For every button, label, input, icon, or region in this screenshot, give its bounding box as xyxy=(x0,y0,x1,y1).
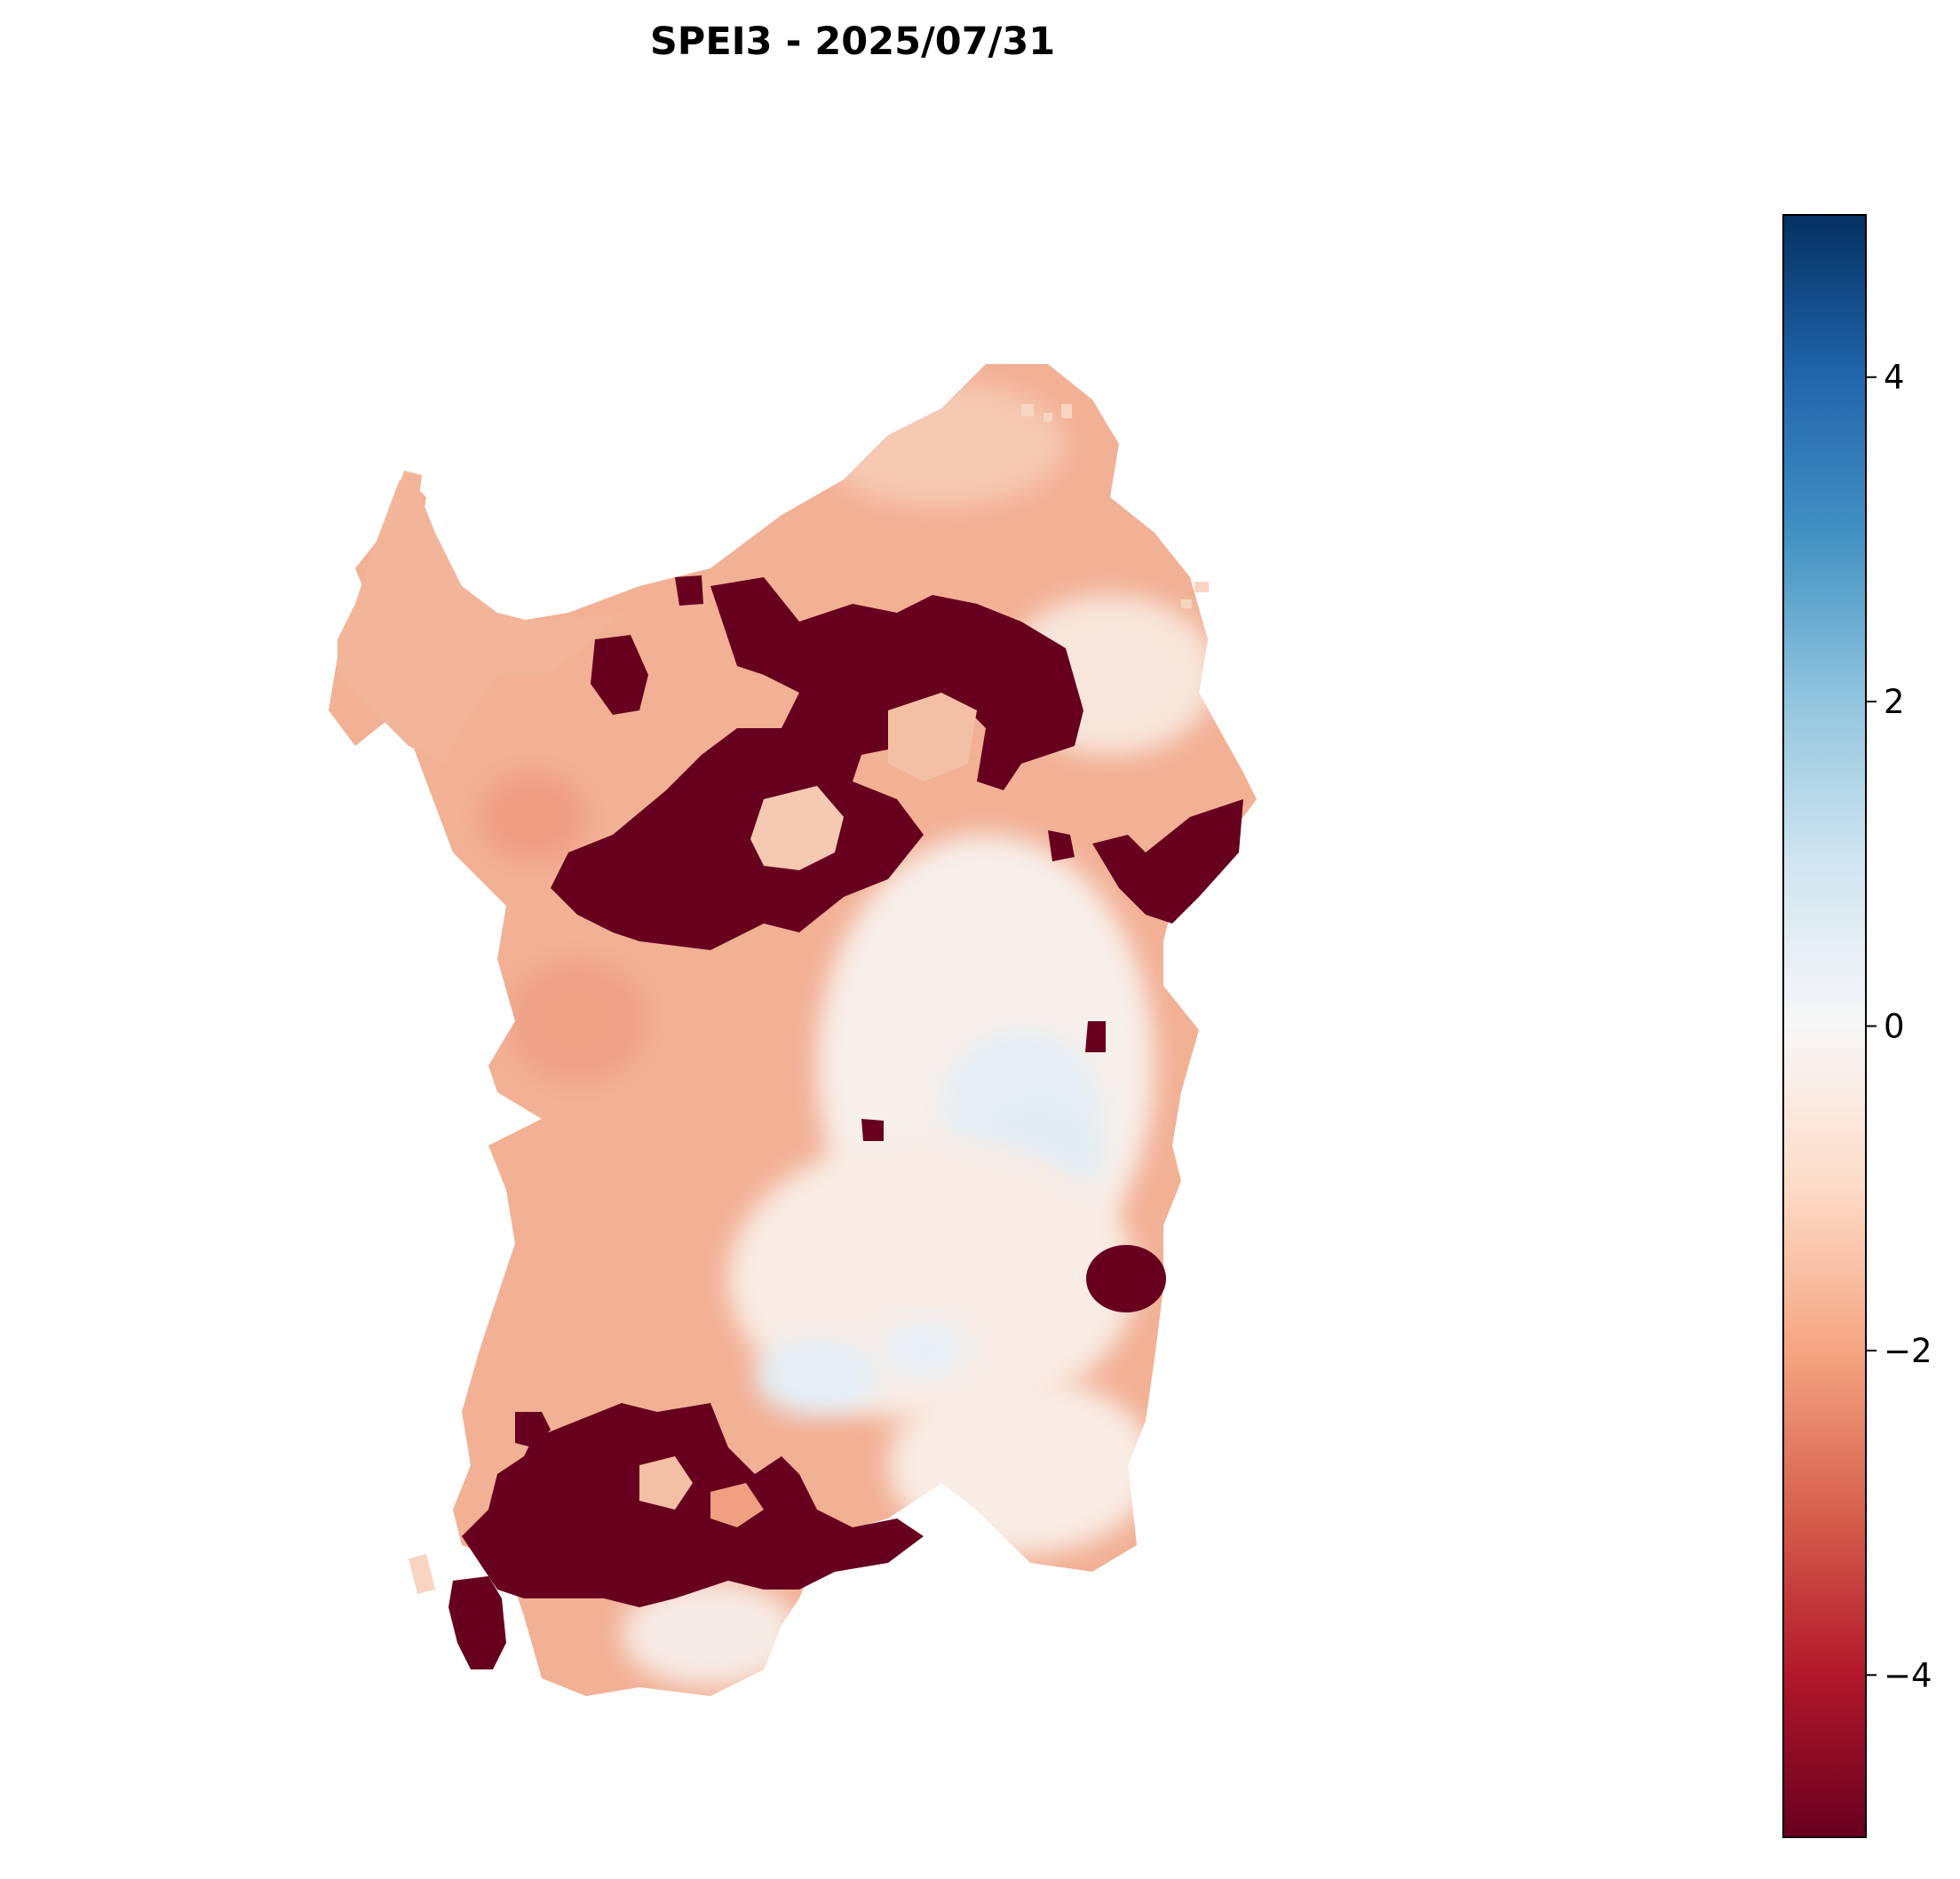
islets xyxy=(1021,404,1209,608)
colorbar: −4 −2 0 2 4 xyxy=(1782,214,1932,1838)
island-asinara xyxy=(395,471,422,524)
inclusions xyxy=(409,693,977,1594)
colorbar-ticks: −4 −2 0 2 4 xyxy=(1866,359,1932,1694)
colorbar-tick-label: −2 xyxy=(1884,1332,1932,1370)
chart-title: SPEI3 - 2025/07/31 xyxy=(649,20,1056,64)
drought-patch-east-oval xyxy=(1086,1245,1166,1312)
colorbar-fill xyxy=(1783,215,1866,1837)
drought-patch-north-small xyxy=(675,575,703,606)
drought-patch-center-east-dot xyxy=(1085,1021,1106,1052)
drought-patch-northeast xyxy=(1092,799,1243,924)
drought-patch-southwest xyxy=(462,1403,924,1607)
island-nw-peninsula xyxy=(337,480,622,764)
drought-patch-center-dot xyxy=(861,1119,884,1141)
drought-patch-northeast-dot xyxy=(1048,830,1075,861)
colorbar-tick-label: −4 xyxy=(1884,1656,1932,1694)
drought-patch-northwest-blob xyxy=(591,635,648,715)
colorbar-tick-label: 0 xyxy=(1884,1008,1905,1046)
drought-patch-north-band xyxy=(551,577,1083,950)
drought-patch-sant-antioco xyxy=(448,1576,506,1669)
colorbar-tick-label: 4 xyxy=(1884,359,1905,397)
extreme-drought-patches xyxy=(448,575,1243,1669)
raster-shading xyxy=(480,382,1217,1687)
colorbar-tick-label: 2 xyxy=(1884,683,1905,721)
map-raster xyxy=(329,364,1257,1696)
